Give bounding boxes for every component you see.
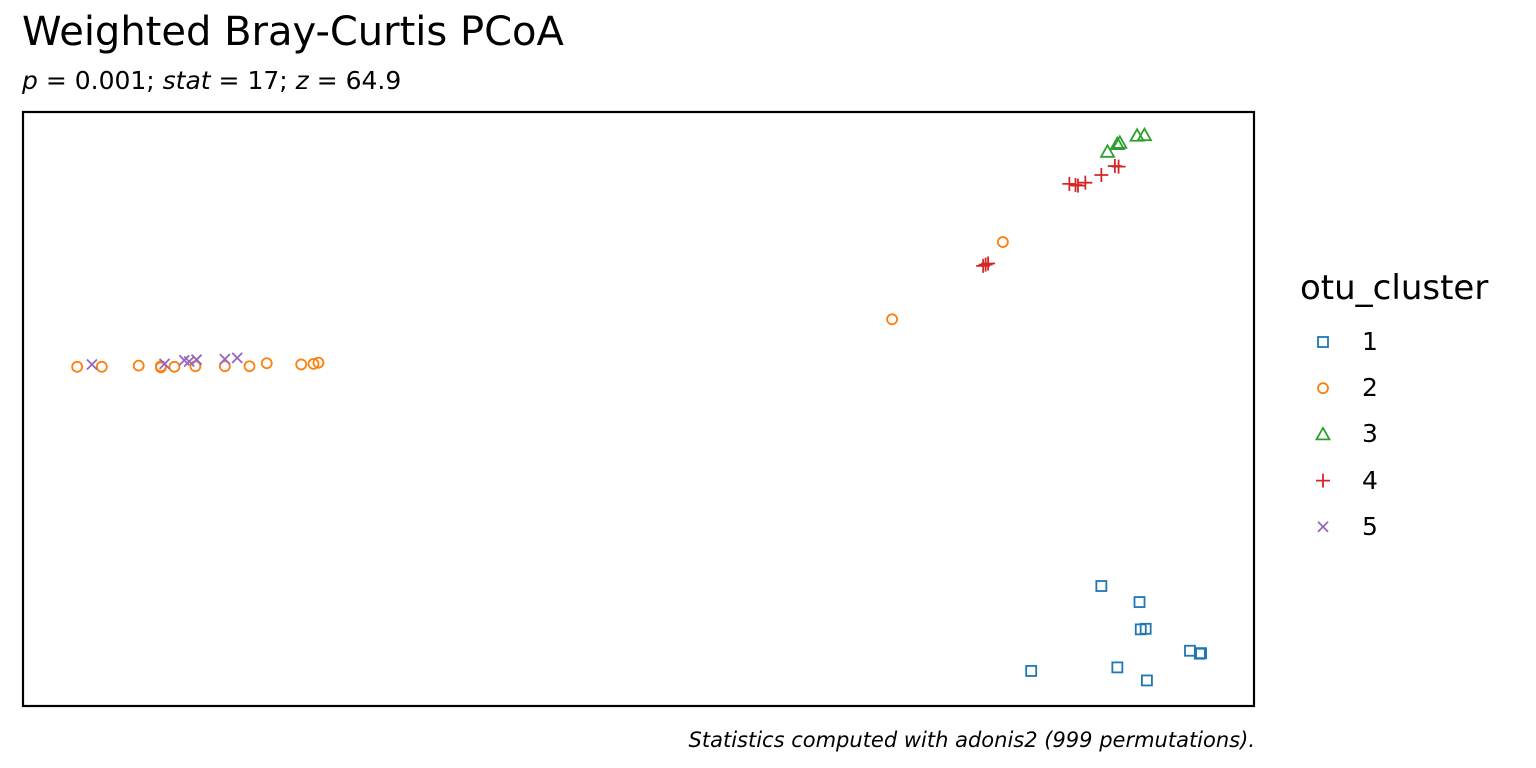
data-point-cluster-5	[231, 352, 243, 364]
legend-label-4: 4	[1362, 465, 1378, 495]
data-point-cluster-1	[1139, 622, 1152, 635]
data-point-cluster-2	[168, 360, 181, 373]
legend-key-2	[1317, 382, 1329, 395]
data-point-cluster-4	[1111, 159, 1126, 174]
data-point-cluster-3	[1136, 126, 1153, 142]
legend-label-2: 2	[1362, 373, 1378, 403]
data-point-cluster-1	[1141, 674, 1153, 687]
data-points	[71, 126, 1207, 687]
data-point-cluster-2	[295, 358, 308, 371]
data-point-cluster-1	[1111, 661, 1124, 674]
legend-key-1	[1317, 336, 1329, 348]
data-point-cluster-1	[1025, 665, 1038, 677]
legend-keys	[1314, 336, 1332, 533]
chart-subtitle: p = 0.001; stat = 17; z = 64.9	[22, 64, 401, 98]
data-point-cluster-4	[981, 256, 996, 271]
data-point-cluster-2	[886, 313, 898, 326]
data-point-cluster-2	[260, 357, 273, 370]
legend-label-1: 1	[1362, 327, 1378, 356]
legend-key-4	[1316, 473, 1330, 488]
data-point-cluster-5	[219, 353, 231, 365]
data-point-cluster-5	[86, 358, 98, 371]
data-point-cluster-2	[132, 359, 145, 372]
data-point-cluster-4	[1062, 176, 1077, 191]
data-point-cluster-2	[996, 236, 1009, 248]
legend-label-3: 3	[1362, 419, 1378, 449]
data-point-cluster-2	[307, 357, 320, 370]
data-point-cluster-1	[1195, 647, 1207, 660]
data-point-cluster-4	[1094, 167, 1109, 182]
legend-key-3	[1314, 426, 1332, 441]
data-point-cluster-2	[95, 360, 108, 373]
p-value: = 0.001;	[37, 66, 163, 95]
data-point-cluster-2	[71, 360, 84, 373]
data-point-cluster-5	[158, 358, 171, 370]
data-point-cluster-2	[312, 356, 325, 369]
data-point-cluster-4	[1078, 175, 1093, 190]
data-point-cluster-2	[154, 361, 167, 374]
data-point-cluster-2	[218, 360, 231, 373]
data-point-cluster-1	[1133, 596, 1146, 608]
chart-caption: Statistics computed with adonis2 (999 pe…	[688, 728, 1255, 752]
plot-panel-border	[21, 110, 1256, 708]
data-point-cluster-4	[978, 257, 993, 272]
data-point-cluster-1	[1184, 644, 1196, 657]
z-label: z	[295, 66, 309, 95]
p-label: p	[22, 66, 38, 95]
legend-title: otu_cluster	[1300, 268, 1489, 308]
data-point-cluster-3	[1099, 143, 1116, 158]
chart-title: Weighted Bray-Curtis PCoA	[22, 9, 564, 55]
data-point-cluster-3	[1109, 135, 1126, 150]
data-point-cluster-2	[243, 360, 256, 373]
data-point-cluster-3	[1111, 134, 1128, 149]
data-point-cluster-1	[1095, 580, 1108, 592]
data-point-cluster-5	[190, 354, 203, 366]
legend-label-5: 5	[1362, 511, 1378, 541]
stat-label: stat	[162, 66, 211, 95]
stat-value: = 17;	[210, 66, 296, 95]
z-value: = 64.9	[308, 66, 402, 95]
legend-key-5	[1317, 521, 1329, 533]
data-point-cluster-4	[1070, 178, 1085, 193]
